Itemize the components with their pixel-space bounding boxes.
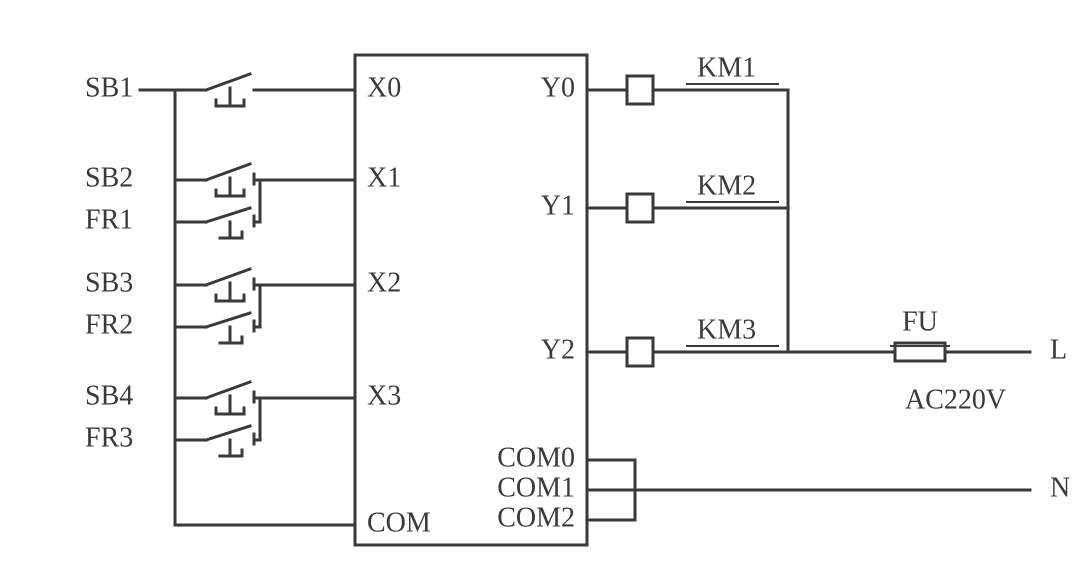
terminal-COM: COM: [367, 507, 431, 538]
label-fr3: FR3: [85, 422, 133, 453]
thermal-nc: [200, 426, 260, 456]
terminal-X0: X0: [367, 72, 401, 103]
label-sb2: SB2: [85, 162, 133, 193]
terminal-COM0: COM0: [497, 442, 575, 473]
thermal-nc: [200, 208, 260, 238]
label-km1: KM1: [697, 52, 756, 83]
label-fr2: FR2: [85, 309, 133, 340]
terminal-Y0: Y0: [541, 72, 575, 103]
label-fr1: FR1: [85, 204, 133, 235]
label-km3: KM3: [697, 314, 756, 345]
terminal-X3: X3: [367, 380, 401, 411]
terminal-COM2: COM2: [497, 502, 575, 533]
coil: [627, 338, 653, 366]
pushbutton-no: [200, 74, 260, 106]
plc-wiring-diagram: X0 X1 X2 X3 COM Y0 Y1 Y2 COM0COM1COM2 SB1 SB2 FR1 SB…: [0, 0, 1080, 572]
terminal-COM1: COM1: [497, 472, 575, 503]
label-fu: FU: [902, 306, 938, 337]
terminal-X2: X2: [367, 267, 401, 298]
terminal-Y1: Y1: [541, 190, 575, 221]
label-n: N: [1050, 472, 1070, 503]
label-sb1: SB1: [85, 72, 133, 103]
label-ac220v: AC220V: [905, 384, 1006, 415]
pushbutton-nc: [200, 269, 260, 301]
coil: [627, 76, 653, 104]
label-sb3: SB3: [85, 267, 133, 298]
pushbutton-nc: [200, 164, 260, 196]
terminal-X1: X1: [367, 162, 401, 193]
label-l: L: [1050, 334, 1067, 365]
pushbutton-nc: [200, 382, 260, 414]
thermal-nc: [200, 313, 260, 343]
label-km2: KM2: [697, 170, 756, 201]
label-sb4: SB4: [85, 380, 133, 411]
coil: [627, 194, 653, 222]
terminal-Y2: Y2: [541, 334, 575, 365]
